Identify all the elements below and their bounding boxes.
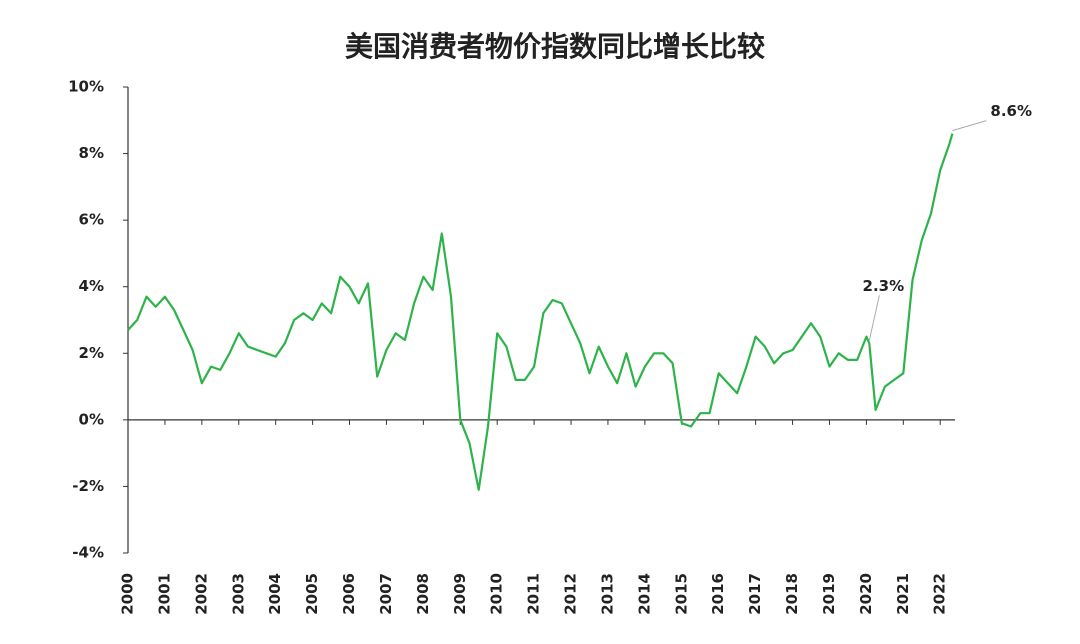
x-tick-label: 2015 bbox=[672, 573, 690, 615]
series-line bbox=[127, 133, 954, 491]
x-tick-label: 2003 bbox=[229, 573, 247, 615]
x-tick-label: 2004 bbox=[266, 573, 284, 615]
annotation-leader bbox=[952, 120, 987, 132]
x-tick-label: 2000 bbox=[119, 573, 137, 615]
x-tick-label: 2005 bbox=[303, 573, 321, 615]
chart-title: 美国消费者物价指数同比增长比较 bbox=[345, 30, 765, 63]
y-tick-label: 8% bbox=[79, 144, 104, 162]
y-tick-label: 6% bbox=[79, 211, 104, 229]
y-tick-label: 0% bbox=[79, 410, 104, 428]
x-tick-label: 2017 bbox=[746, 573, 764, 615]
x-tick-label: 2010 bbox=[488, 573, 506, 615]
x-tick-label: 2002 bbox=[192, 573, 210, 615]
x-tick-label: 2011 bbox=[525, 573, 543, 615]
x-tick-label: 2007 bbox=[377, 573, 395, 615]
y-tick-label: 2% bbox=[79, 344, 104, 362]
x-tick-label: 2008 bbox=[414, 573, 432, 615]
x-tick-label: 2012 bbox=[562, 573, 580, 615]
annotation: 2.3% bbox=[863, 277, 905, 295]
x-tick-label: 2021 bbox=[894, 573, 912, 615]
x-tick-label: 2020 bbox=[857, 573, 875, 615]
x-tick-label: 2006 bbox=[340, 573, 358, 615]
y-tick-label: -4% bbox=[72, 544, 104, 562]
x-tick-label: 2014 bbox=[635, 573, 653, 615]
x-tick-label: 2022 bbox=[931, 573, 949, 615]
x-tick-label: 2001 bbox=[155, 573, 173, 615]
x-tick-label: 2016 bbox=[709, 573, 727, 615]
y-tick-label: 10% bbox=[68, 78, 104, 96]
x-tick-label: 2009 bbox=[451, 573, 469, 615]
x-tick-label: 2018 bbox=[783, 573, 801, 615]
x-tick-label: 2013 bbox=[598, 573, 616, 615]
y-tick-label: 4% bbox=[79, 277, 104, 295]
annotation: 8.6% bbox=[990, 102, 1032, 120]
y-tick-label: -2% bbox=[72, 477, 104, 495]
x-tick-label: 2019 bbox=[820, 573, 838, 615]
annotation-leader bbox=[868, 295, 880, 341]
